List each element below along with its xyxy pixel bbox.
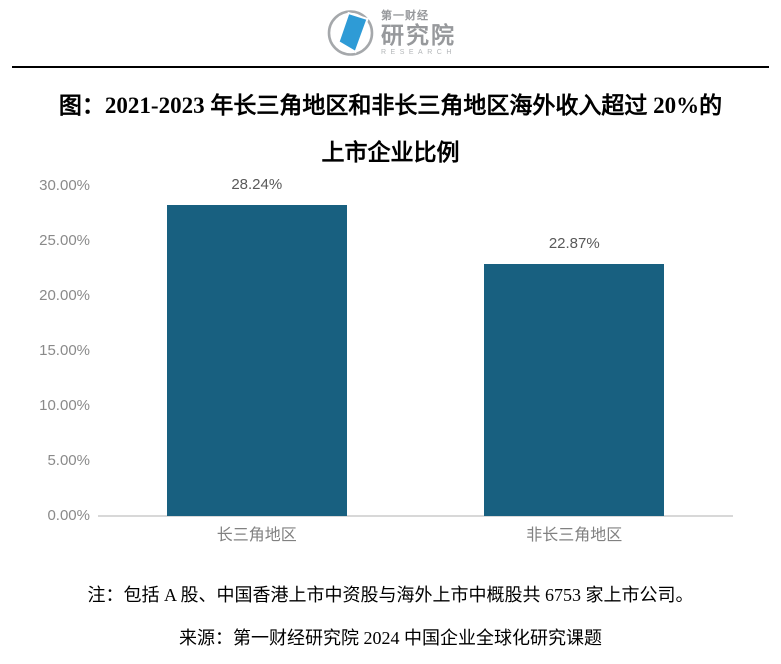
header-divider (12, 66, 769, 68)
x-axis-line (98, 515, 733, 517)
chart-title-line1: 图：2021-2023 年长三角地区和非长三角地区海外收入超过 20%的 (58, 93, 723, 118)
chart-title: 图：2021-2023 年长三角地区和非长三角地区海外收入超过 20%的 上市企… (0, 82, 781, 176)
logo-name-large: 研究院 (381, 21, 456, 48)
category-label: 长三角地区 (216, 527, 297, 544)
y-tick-label: 0.00% (47, 507, 90, 524)
logo-text: 第一财经 研究院 RESEARCH (381, 9, 456, 56)
y-tick-label: 20.00% (39, 287, 90, 304)
y-tick-label: 25.00% (39, 232, 90, 249)
source-text: 来源：第一财经研究院 2024 中国企业全球化研究课题 (179, 628, 602, 648)
bar (484, 264, 665, 516)
chart-title-line2: 上市企业比例 (321, 140, 460, 165)
note-text: 注：包括 A 股、中国香港上市中资股与海外上市中概股共 6753 家上市公司。 (87, 585, 694, 605)
logo-name-english: RESEARCH (381, 48, 456, 56)
category-label: 非长三角地区 (526, 527, 623, 544)
first-financial-logo-icon (327, 10, 373, 56)
y-tick-label: 5.00% (47, 452, 90, 469)
y-tick-label: 10.00% (39, 397, 90, 414)
y-tick-label: 30.00% (39, 177, 90, 194)
logo: 第一财经 研究院 RESEARCH (325, 6, 456, 60)
logo-name-small: 第一财经 (381, 9, 429, 22)
bar-value-label: 22.87% (548, 235, 600, 253)
bar (166, 205, 347, 516)
y-tick-label: 15.00% (39, 342, 90, 359)
bar-value-label: 28.24% (231, 176, 283, 194)
